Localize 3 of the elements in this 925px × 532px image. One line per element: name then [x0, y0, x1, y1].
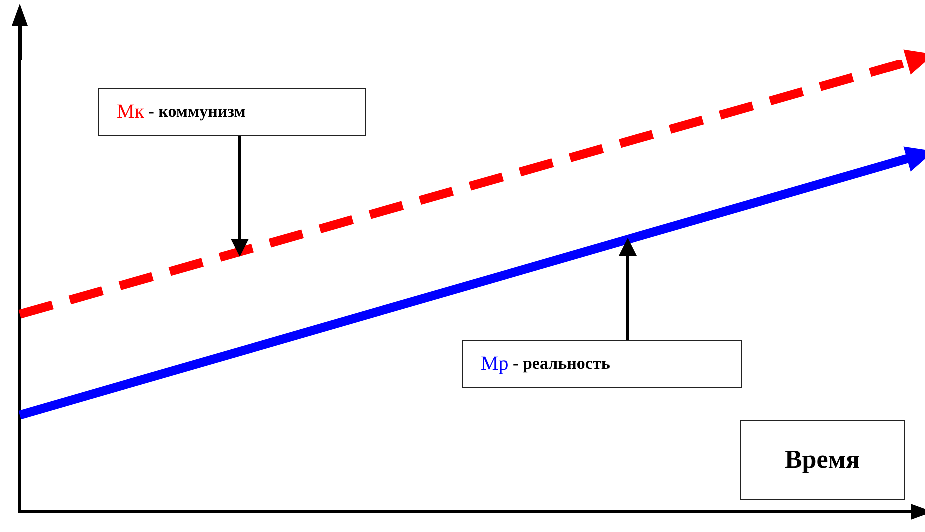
label-box: Мк - коммунизм — [98, 88, 366, 136]
label-box: Мр - реальность — [462, 340, 742, 388]
label-box: Время — [740, 420, 905, 500]
